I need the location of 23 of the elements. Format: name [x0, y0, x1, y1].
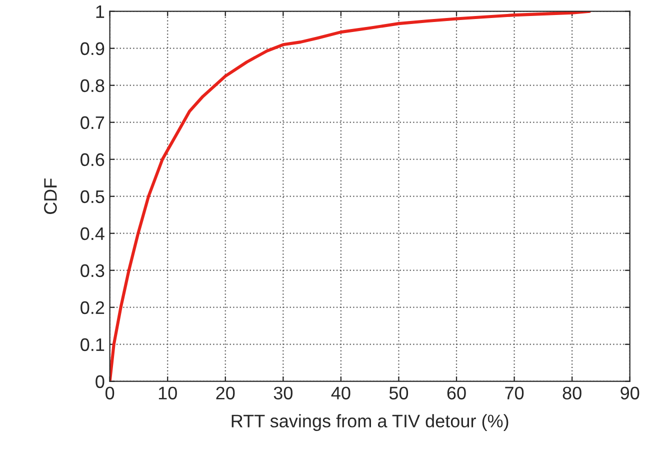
x-tick-label: 40: [331, 386, 350, 400]
x-tick-label: 30: [274, 386, 292, 400]
x-tick-label: 90: [620, 386, 640, 400]
y-tick-label: 0: [96, 375, 104, 388]
y-tick-label: 0.4: [80, 227, 104, 240]
x-axis-title: RTT savings from a TIV detour (%): [232, 414, 508, 431]
x-tick-label: 10: [158, 386, 177, 400]
x-tick-label: 70: [505, 386, 524, 400]
x-tick-label: 0: [106, 386, 114, 400]
x-tick-label: 60: [447, 386, 466, 400]
x-tick-label: 20: [216, 386, 235, 400]
y-tick-label: 0.5: [80, 190, 104, 204]
y-tick-label: 0.2: [80, 301, 104, 314]
y-tick-label: 0.9: [80, 42, 104, 56]
y-axis-title: CDF: [44, 178, 57, 214]
x-tick-label: 50: [389, 386, 408, 400]
y-tick-label: 0.8: [80, 79, 104, 92]
y-tick-label: 0.1: [80, 338, 104, 352]
y-tick-label: 0.7: [80, 116, 104, 130]
y-tick-label: 0.3: [80, 264, 104, 278]
y-tick-label: 1: [96, 5, 104, 18]
y-tick-label: 0.6: [80, 153, 104, 166]
x-tick-label: 80: [562, 386, 582, 400]
